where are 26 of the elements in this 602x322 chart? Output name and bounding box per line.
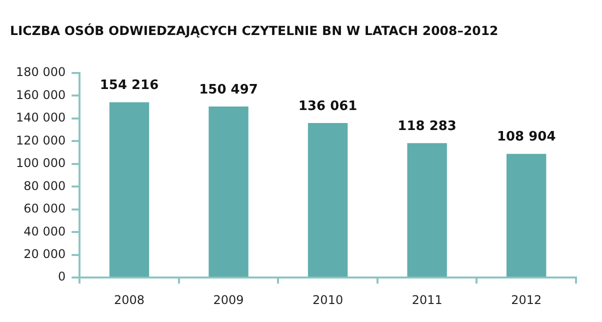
bar (308, 122, 348, 277)
x-tick-label: 2012 (511, 292, 542, 307)
y-tick-label: 80 000 (24, 178, 66, 193)
y-tick-label: 100 000 (16, 156, 66, 170)
data-label: 150 497 (199, 82, 258, 98)
y-tick-label: 20 000 (24, 246, 66, 261)
x-tick-label: 2009 (213, 292, 244, 307)
y-tick-label: 140 000 (16, 110, 66, 125)
x-tick-label: 2008 (114, 292, 145, 307)
data-label: 108 904 (496, 130, 556, 145)
bar (506, 154, 546, 277)
y-tick-label: 60 000 (24, 202, 66, 216)
data-label: 136 061 (298, 98, 358, 114)
y-tick-label: 180 000 (16, 65, 66, 80)
bar (407, 143, 447, 277)
data-label: 118 283 (398, 119, 456, 134)
y-tick-label: 120 000 (16, 133, 66, 148)
y-tick-label: 0 (58, 270, 66, 284)
chart-title: LICZBA OSÓB ODWIEDZAJĄCYCH CZYTELNIE BN W LATACH 2008–2012 (10, 22, 498, 38)
bar (109, 102, 150, 277)
bar (208, 106, 248, 277)
x-tick-label: 2011 (412, 292, 442, 307)
y-tick-label: 160 000 (16, 88, 66, 102)
data-label: 154 216 (100, 78, 159, 94)
y-tick-label: 40 000 (24, 224, 66, 238)
x-tick-label: 2010 (312, 292, 344, 307)
